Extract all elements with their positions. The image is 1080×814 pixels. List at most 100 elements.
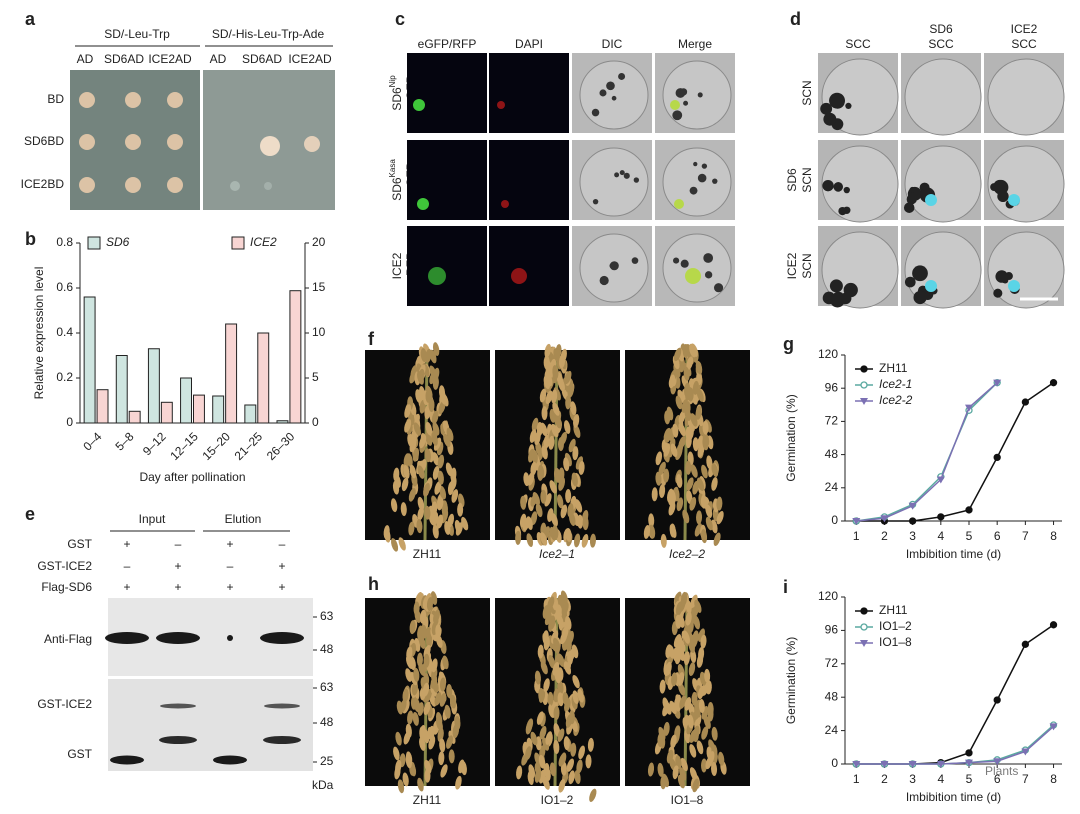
grain bbox=[558, 477, 566, 491]
grain bbox=[665, 661, 672, 676]
cell bbox=[662, 147, 732, 217]
grain bbox=[643, 525, 651, 539]
marker bbox=[1021, 640, 1030, 648]
series-line bbox=[856, 725, 1055, 765]
granule bbox=[618, 72, 626, 80]
grain bbox=[540, 532, 548, 546]
colony bbox=[264, 182, 272, 190]
cell bbox=[904, 145, 982, 223]
x-tick-label: 15–20 bbox=[200, 429, 234, 463]
grain bbox=[718, 751, 725, 766]
grain bbox=[543, 636, 550, 651]
chloroplast bbox=[993, 288, 1003, 298]
grain bbox=[408, 488, 416, 502]
group-label: Input bbox=[139, 512, 166, 526]
grain bbox=[439, 677, 446, 692]
grain bbox=[678, 422, 686, 437]
grain bbox=[559, 354, 566, 369]
x-tick-label: 7 bbox=[1022, 529, 1029, 543]
chloroplast bbox=[913, 290, 927, 305]
grain bbox=[682, 630, 690, 644]
grain bbox=[433, 437, 442, 451]
grain bbox=[692, 480, 699, 495]
column-label: AD bbox=[77, 52, 94, 66]
grain bbox=[562, 692, 569, 706]
grain bbox=[647, 762, 655, 777]
grain bbox=[705, 504, 713, 518]
sign: + bbox=[123, 537, 130, 551]
marker bbox=[880, 761, 889, 768]
grain bbox=[648, 513, 655, 528]
marker bbox=[908, 517, 917, 525]
grain bbox=[549, 480, 557, 494]
grain bbox=[662, 773, 669, 788]
colony bbox=[79, 92, 95, 108]
granule bbox=[701, 163, 708, 169]
chloroplast bbox=[997, 190, 1009, 203]
grain bbox=[440, 391, 447, 405]
grain bbox=[417, 506, 424, 521]
grain bbox=[432, 679, 439, 693]
cell bbox=[987, 231, 1065, 309]
blot-label: GST bbox=[67, 747, 92, 761]
x-tick-label: 1 bbox=[853, 529, 860, 543]
colony bbox=[167, 92, 183, 108]
x-axis-label: Day after pollination bbox=[139, 470, 245, 484]
grain bbox=[432, 367, 440, 382]
grain bbox=[405, 668, 412, 682]
grain bbox=[669, 524, 677, 538]
y-tick-label: 48 bbox=[825, 447, 839, 461]
grain bbox=[418, 386, 426, 400]
photo-label: ZH11 bbox=[413, 793, 442, 807]
signal bbox=[413, 99, 425, 111]
grain bbox=[425, 432, 433, 446]
x-tick-label: 0–4 bbox=[80, 429, 104, 453]
grain bbox=[716, 510, 724, 525]
grain bbox=[549, 615, 556, 630]
grain bbox=[566, 758, 575, 772]
grain bbox=[403, 465, 410, 479]
chloroplast bbox=[843, 186, 850, 194]
granule bbox=[703, 253, 714, 263]
x-tick-label: 2 bbox=[881, 772, 888, 786]
grain bbox=[674, 650, 681, 665]
panel-label: e bbox=[25, 504, 35, 524]
row-label: ICE2BD bbox=[21, 177, 65, 191]
grain bbox=[701, 758, 708, 773]
band bbox=[156, 632, 200, 644]
grain bbox=[573, 424, 581, 438]
grain bbox=[701, 464, 708, 479]
grain bbox=[424, 688, 432, 703]
grain bbox=[700, 634, 707, 649]
chloroplast bbox=[993, 179, 1006, 192]
colony bbox=[167, 177, 183, 193]
grain bbox=[568, 770, 575, 785]
grain bbox=[547, 596, 555, 610]
grain bbox=[574, 770, 581, 785]
grain bbox=[431, 658, 438, 673]
grain bbox=[696, 740, 704, 755]
grain bbox=[705, 516, 713, 531]
unit-label: kDa bbox=[312, 778, 334, 792]
grain bbox=[695, 360, 703, 375]
grain bbox=[552, 365, 559, 380]
grain bbox=[410, 430, 417, 445]
grain bbox=[694, 523, 703, 537]
grain bbox=[437, 496, 444, 511]
grain bbox=[423, 729, 430, 744]
marker-label: 63 bbox=[320, 680, 334, 694]
grain bbox=[560, 630, 568, 645]
watermark: Plants bbox=[985, 764, 1018, 778]
grain bbox=[548, 704, 555, 719]
grain bbox=[530, 511, 538, 526]
chloroplast bbox=[903, 202, 915, 213]
grain bbox=[424, 405, 431, 420]
panel-label: f bbox=[368, 329, 375, 349]
grain bbox=[689, 744, 697, 758]
grain bbox=[664, 429, 672, 444]
legend-marker bbox=[860, 640, 868, 647]
grain bbox=[413, 698, 421, 713]
grain bbox=[416, 519, 423, 534]
grain bbox=[423, 701, 431, 716]
